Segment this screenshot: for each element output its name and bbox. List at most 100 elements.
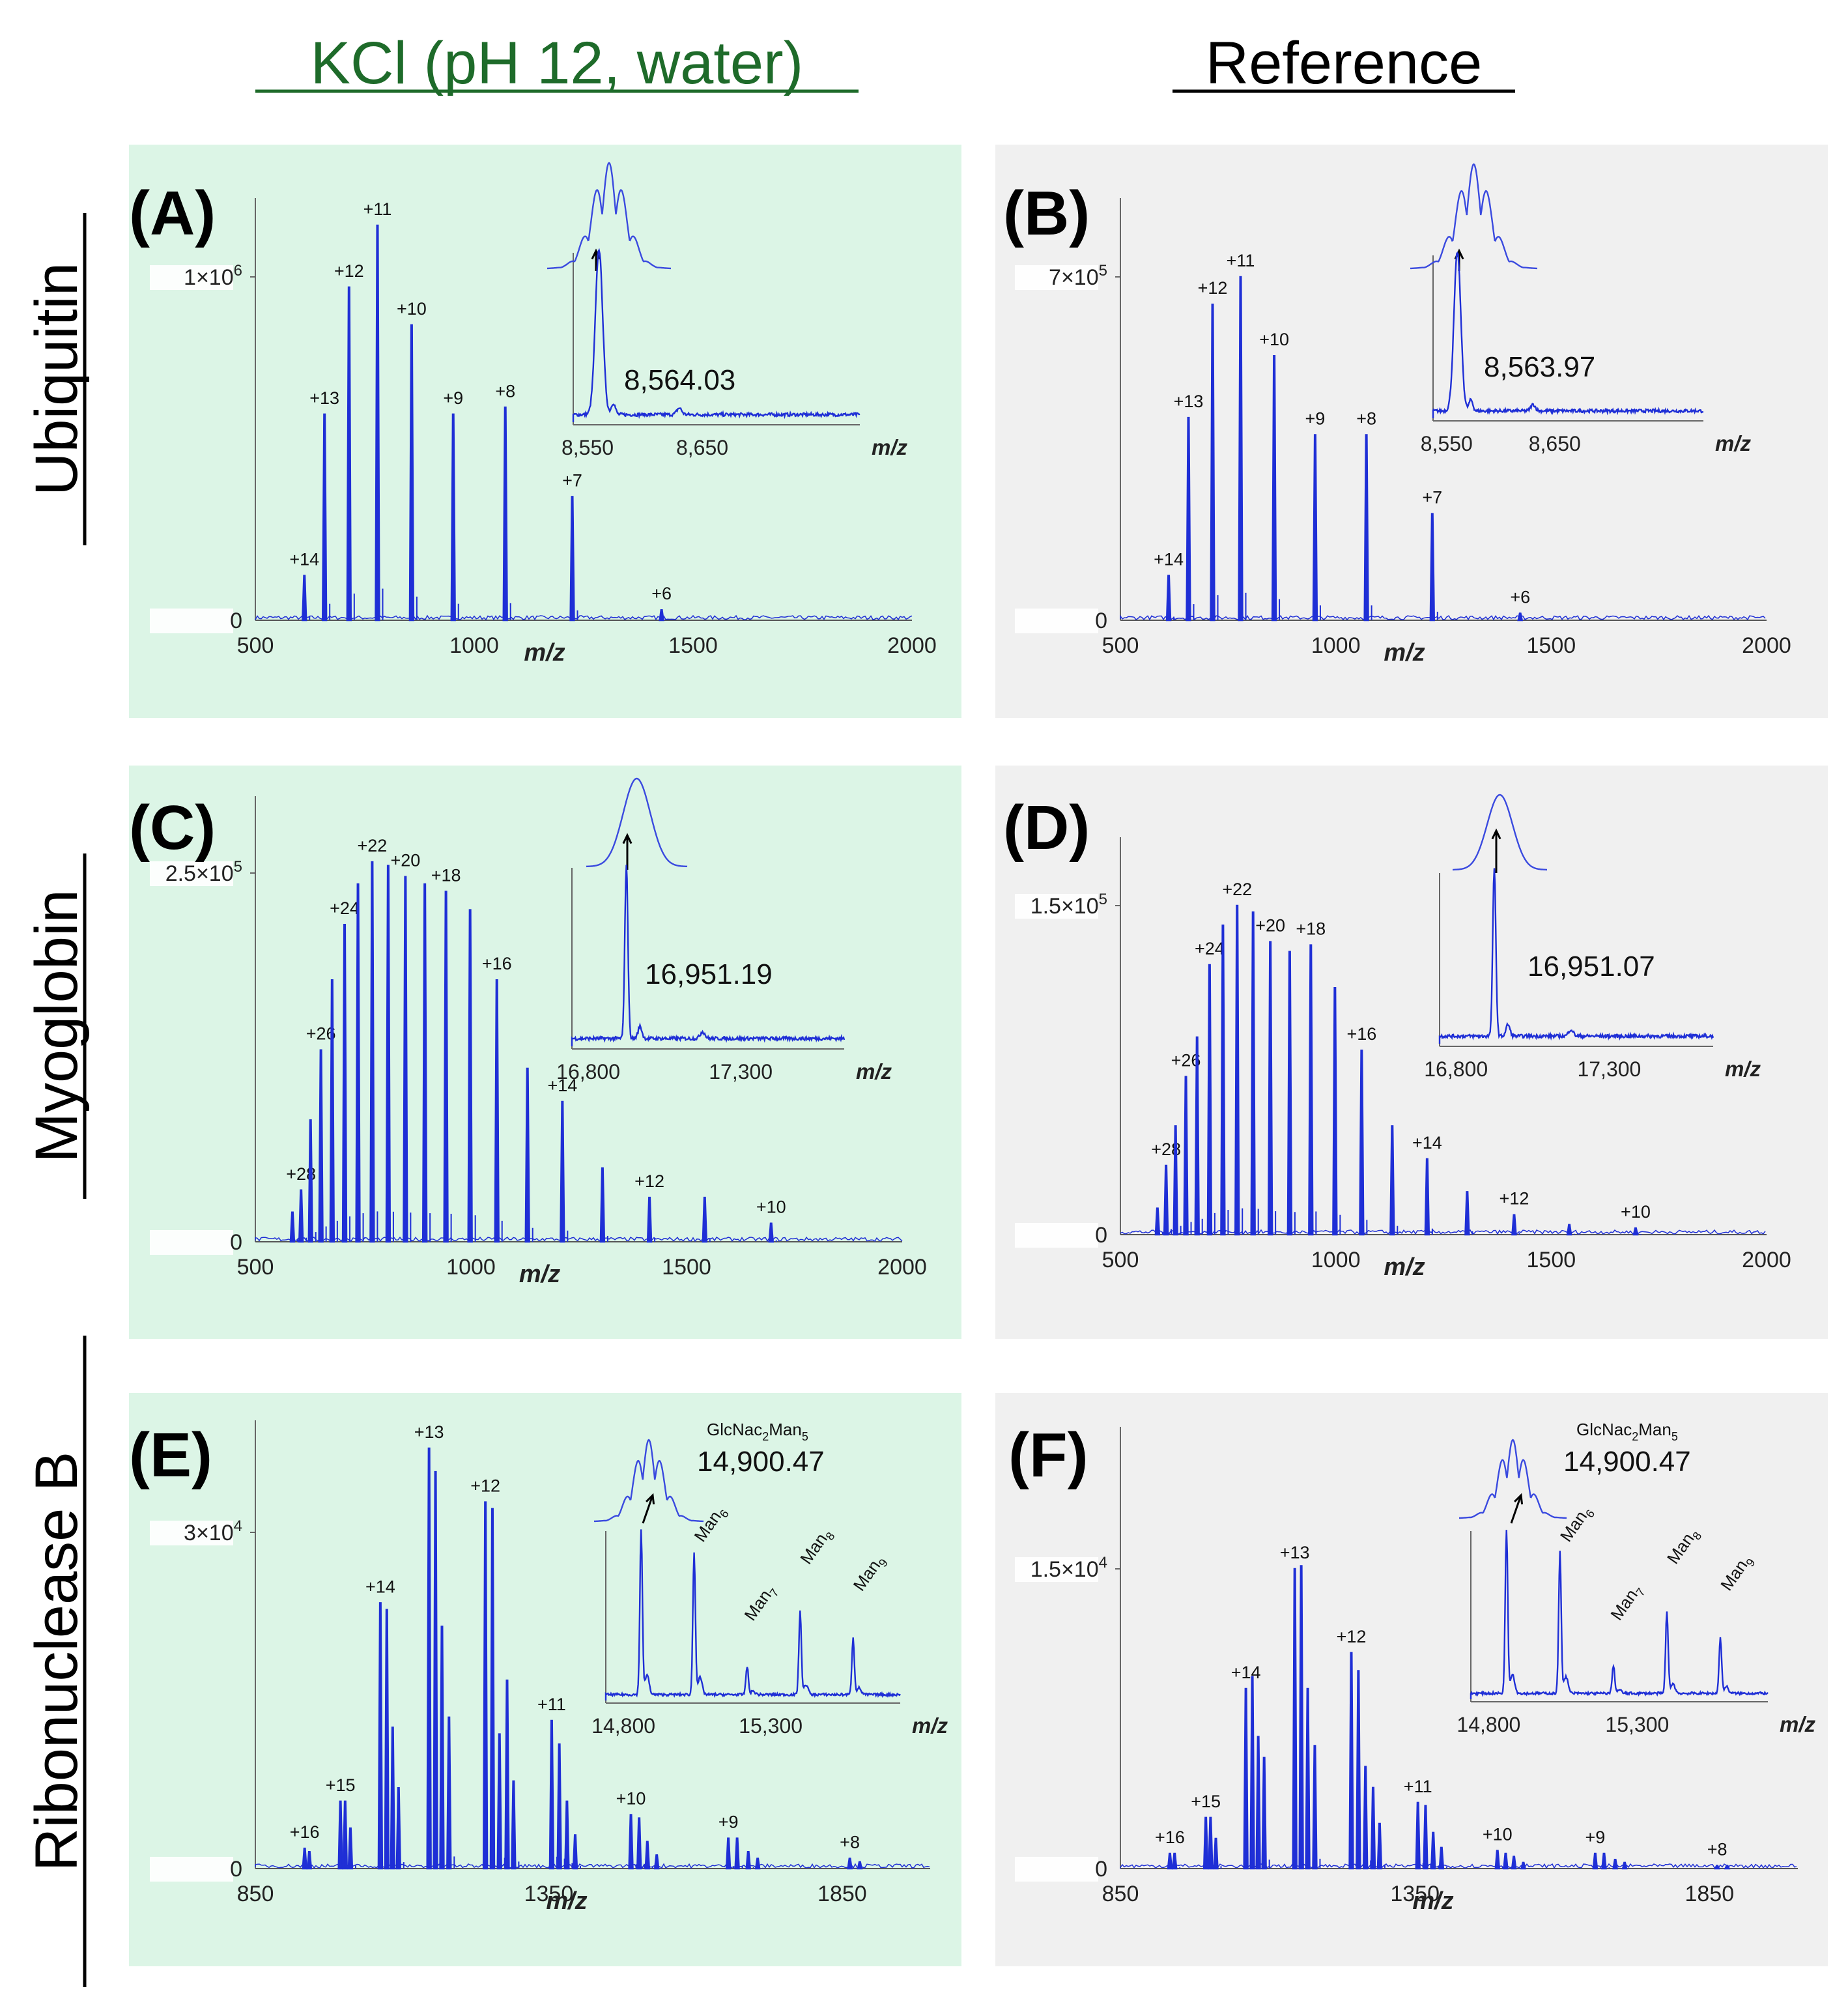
spectrum-peak xyxy=(433,1470,438,1870)
x-tick-label: 1350 xyxy=(524,1882,574,1906)
spectrum-peak xyxy=(725,1837,732,1870)
spectrum-peak xyxy=(569,496,575,622)
charge-state-label: +24 xyxy=(1195,939,1225,958)
spectrum-peak xyxy=(426,1447,432,1870)
spectrum-peak xyxy=(1312,1745,1318,1870)
charge-state-label: +14 xyxy=(365,1577,395,1596)
spectrum-peak xyxy=(443,891,449,1243)
glycan-label: GlcNac2Man5 xyxy=(1576,1420,1678,1443)
x-axis-label: m/z xyxy=(546,1887,587,1915)
isotope-envelope xyxy=(586,777,688,868)
y-max-exponent: 4 xyxy=(234,1517,242,1535)
y-max-label: 1×106 xyxy=(184,262,242,290)
x-axis-label: m/z xyxy=(1384,639,1425,667)
spectrum-peak xyxy=(307,1119,313,1243)
spectrum-peak xyxy=(1292,1568,1298,1870)
inset-x-tick-label: 15,300 xyxy=(1605,1713,1669,1736)
spectrum-peak xyxy=(489,1508,496,1870)
charge-state-label: +10 xyxy=(616,1788,646,1808)
spectrum-peak xyxy=(1438,1846,1445,1870)
charge-state-label: +10 xyxy=(397,299,427,319)
x-tick-label: 2000 xyxy=(1742,1248,1791,1272)
spectrum-peak xyxy=(511,1780,517,1870)
spectrum-baseline xyxy=(255,1863,930,1869)
charge-state-label: +14 xyxy=(1154,549,1184,569)
charge-state-label: +8 xyxy=(1707,1839,1727,1859)
charge-state-label: +14 xyxy=(1231,1663,1261,1682)
arrow-head-icon xyxy=(1514,1493,1524,1505)
x-tick-label: 1000 xyxy=(449,633,499,658)
spectrum-peak xyxy=(1286,951,1293,1236)
deconvoluted-mass-label: 16,951.07 xyxy=(1528,951,1655,982)
inset-spectrum xyxy=(1432,251,1704,418)
spectrum-peak xyxy=(646,1196,653,1243)
spectrum-peak xyxy=(1494,1850,1501,1870)
charge-state-label: +20 xyxy=(1255,916,1285,936)
isotope-envelope xyxy=(1410,163,1537,270)
spectrum-peak xyxy=(375,224,380,622)
x-tick-label: 1500 xyxy=(668,633,718,658)
spectrum-peak xyxy=(745,1851,752,1870)
charge-state-label: +12 xyxy=(334,261,364,281)
charge-state-label: +11 xyxy=(1404,1777,1432,1796)
charge-state-label: +22 xyxy=(357,836,387,855)
arrow-head-icon xyxy=(646,1493,655,1505)
spectrum-peak xyxy=(289,1211,296,1243)
x-axis-label: m/z xyxy=(519,1261,560,1288)
spectrum-peak xyxy=(1163,1164,1169,1236)
spectrum-peak xyxy=(342,1800,348,1870)
spectrum-peak xyxy=(446,1716,452,1870)
x-tick-label: 850 xyxy=(1102,1882,1139,1906)
spectrum-peak xyxy=(1517,612,1524,622)
panel-label: (B) xyxy=(1003,179,1090,248)
inset-x-axis-label: m/z xyxy=(1715,431,1752,455)
charge-state-label: +9 xyxy=(443,388,463,408)
spectrum-peak xyxy=(1632,1227,1639,1236)
inset-spectrum xyxy=(1470,1530,1769,1699)
y-label-box xyxy=(1015,1223,1098,1248)
inset-deconvoluted: 8,563.97 8,550 8,650 m/z xyxy=(1410,163,1752,455)
row-title-myoglobin: Myoglobin xyxy=(23,889,90,1162)
isotope-envelope xyxy=(1459,1439,1567,1519)
x-tick-label: 1350 xyxy=(1390,1882,1440,1906)
spectrum-peak xyxy=(408,324,415,622)
spectrum-peak xyxy=(1621,1861,1628,1870)
spectrum-peak xyxy=(847,1857,853,1870)
spectrum-peak xyxy=(450,413,456,622)
y-label-box xyxy=(150,1857,233,1882)
y-max-mantissa: 1.5×10 xyxy=(1031,1557,1099,1582)
y-label-box xyxy=(1015,609,1098,633)
spectrum-peak xyxy=(385,865,391,1243)
y-label-box xyxy=(150,265,233,290)
y-label-box xyxy=(150,1230,233,1255)
spectrum-peak xyxy=(1213,1837,1219,1870)
inset-deconvoluted: 16,951.19 16,800 17,300 m/z xyxy=(556,777,892,1083)
spectrum-peak xyxy=(384,1609,390,1870)
spectrum-peak xyxy=(390,1727,396,1870)
spectrum-peak xyxy=(355,883,361,1243)
x-tick-label: 850 xyxy=(237,1882,274,1906)
spectrum-peak xyxy=(1308,944,1314,1236)
spectrum-peak xyxy=(377,1602,384,1870)
inset-x-tick-label: 8,550 xyxy=(1421,432,1473,455)
spectrum-peak xyxy=(1238,276,1244,622)
charge-state-label: +11 xyxy=(537,1695,566,1714)
x-tick-label: 1000 xyxy=(1311,1248,1361,1272)
y-max-mantissa: 3×10 xyxy=(184,1521,234,1545)
y-zero-label: 0 xyxy=(1095,609,1107,633)
y-label-box xyxy=(150,1521,233,1545)
y-max-label: 3×104 xyxy=(184,1517,242,1545)
spectrum-peak xyxy=(467,909,473,1243)
charge-state-label: +12 xyxy=(1500,1189,1529,1209)
spectrum-peak xyxy=(1464,1191,1470,1236)
spectrum-peak xyxy=(1183,1076,1189,1236)
y-zero-label: 0 xyxy=(230,609,242,633)
spectrum-peak xyxy=(1348,1652,1354,1870)
charge-state-label: +7 xyxy=(562,470,582,490)
spectrum-peak xyxy=(1261,1756,1267,1870)
arrow-head-icon xyxy=(622,833,633,844)
spectrum-peak xyxy=(636,1817,642,1870)
charge-state-label: +12 xyxy=(1198,278,1228,298)
charge-state-label: +14 xyxy=(547,1076,577,1095)
